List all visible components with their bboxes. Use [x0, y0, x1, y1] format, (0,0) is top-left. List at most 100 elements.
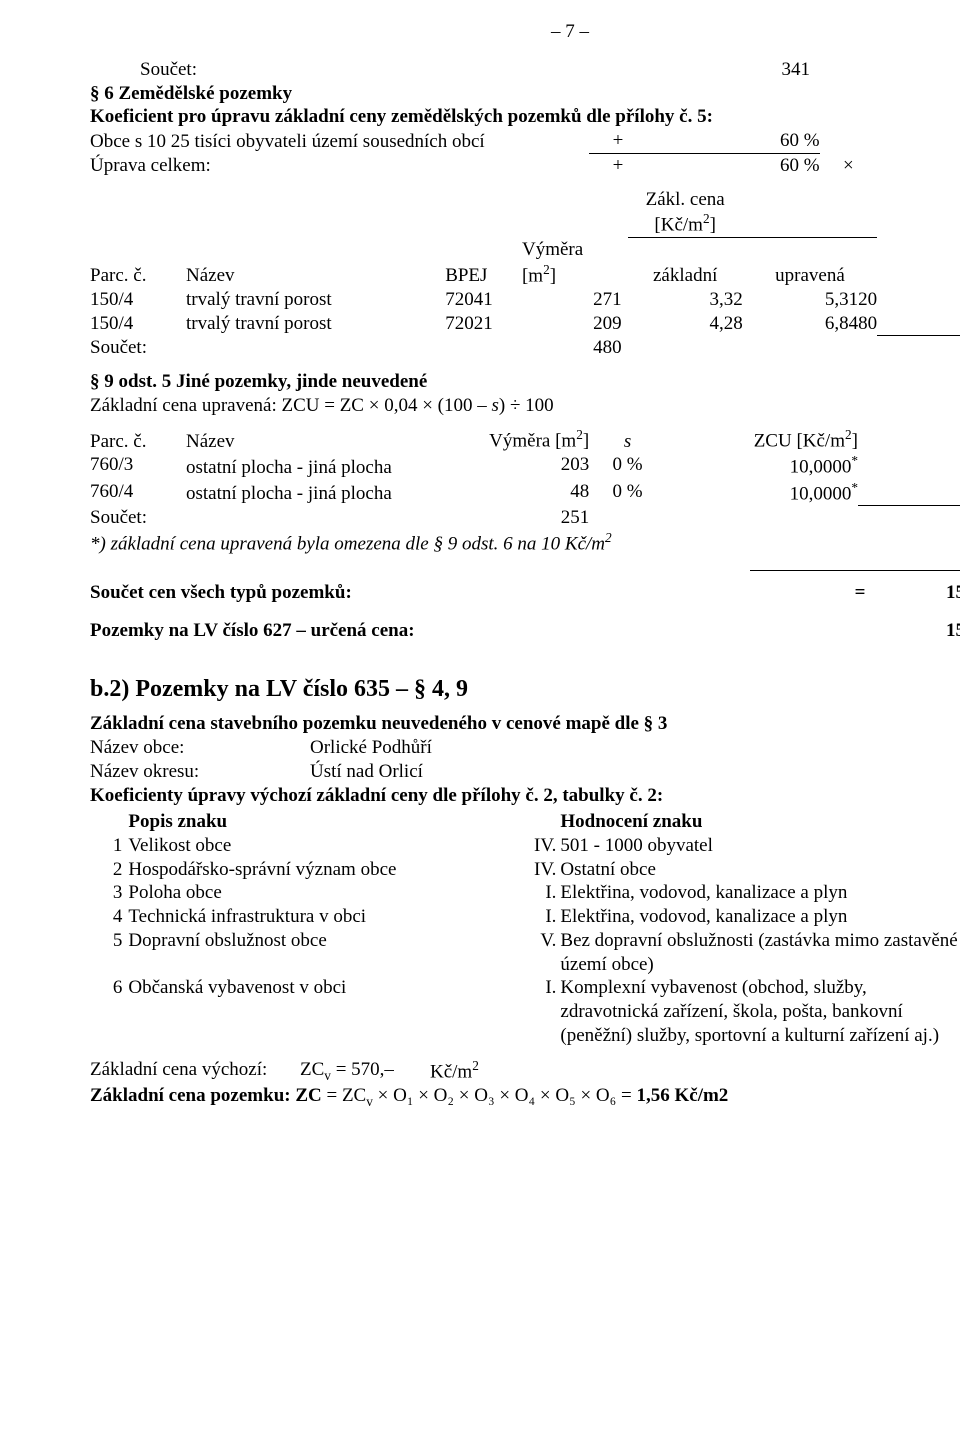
v: 10,0000: [790, 483, 852, 504]
hod: Ostatní obce: [560, 858, 960, 882]
h-vymera: Výměra [m2]: [522, 238, 628, 288]
eq: = ZC: [326, 1085, 366, 1106]
e: 2: [845, 427, 852, 442]
v1: 251: [436, 506, 590, 530]
zcu: 10,0000*: [666, 480, 858, 506]
h-cena: Cena [Kč]: [877, 238, 960, 288]
nazev: trvalý travní porost: [186, 311, 445, 335]
zakl: 3,32: [628, 288, 743, 312]
parc2-header: Parc. č. Název Výměra [m2] s ZCU [Kč/m2]…: [90, 427, 960, 453]
label: Úprava celkem:: [90, 153, 589, 177]
a: ZC: [300, 1059, 324, 1080]
t: ZCU [Kč/m: [754, 431, 845, 452]
h-zakl: základní: [628, 238, 743, 288]
table-row: 5 Dopravní obslužnost obce V. Bez doprav…: [90, 929, 960, 977]
hod: Elektřina, vodovod, kanalizace a plyn: [560, 905, 960, 929]
v1: 480: [522, 336, 628, 360]
zakl-header-row: Zákl. cena [Kč/m2]: [90, 188, 960, 238]
zcu: 10,0000*: [666, 453, 858, 479]
koef-row-1: Obce s 10 25 tisíci obyvateli území sous…: [90, 129, 960, 153]
nazev: trvalý travní porost: [186, 288, 445, 312]
table-row: 760/4 ostatní plocha - jiná plocha 48 0 …: [90, 480, 960, 506]
label: Základní cena pozemku: ZC: [90, 1085, 326, 1106]
u: Kč/m: [430, 1061, 472, 1082]
b2-subheading: Základní cena stavebního pozemku neuvede…: [90, 712, 960, 736]
table-row: 2 Hospodářsko-správní význam obce IV. Os…: [90, 858, 960, 882]
popis: Velikost obce: [128, 834, 512, 858]
formula: ZCv = 570,–: [300, 1058, 430, 1084]
v2: 2 510,–: [858, 506, 960, 530]
h-cena: Cena [Kč]: [858, 427, 960, 453]
h-vymera: Výměra [m2]: [436, 427, 590, 453]
n: 1: [90, 834, 128, 858]
h-nazev: Název: [186, 427, 436, 453]
sec2-heading: § 9 odst. 5 Jiné pozemky, jinde neuveden…: [90, 370, 960, 394]
h-parc: Parc. č.: [90, 238, 186, 288]
rest: × O₁ × O₂ × O₃ × O₄ × O₅ × O₆ =: [373, 1085, 637, 1106]
h-popis: Popis znaku: [128, 807, 512, 833]
cena: 480,–: [858, 480, 960, 506]
rn: I.: [512, 976, 560, 1047]
val: 1,56 Kč/m2: [636, 1085, 728, 1106]
val: Ústí nad Orlicí: [310, 760, 423, 784]
val: 60 %: [647, 153, 820, 177]
eq: =: [840, 581, 880, 605]
nazev: ostatní plocha - jiná plocha: [186, 453, 436, 479]
vym: 271: [522, 288, 628, 312]
label: Součet:: [90, 506, 186, 530]
sec2-formula: Základní cena upravená: ZCU = ZC × 0,04 …: [90, 394, 960, 418]
n: 3: [90, 881, 128, 905]
val2: 10 230,–: [810, 58, 960, 82]
h-nazev: Název: [186, 238, 445, 288]
c: ]: [583, 431, 589, 452]
c: ]: [710, 215, 716, 236]
cena: 1 439,55: [877, 288, 960, 312]
upr: 5,3120: [743, 288, 877, 312]
popis: Poloha obce: [128, 881, 512, 905]
bpej: 72041: [445, 288, 522, 312]
val: Orlické Podhůří: [310, 736, 432, 760]
parc: 150/4: [90, 311, 186, 335]
v: v: [366, 1094, 373, 1109]
popis: Hospodářsko-správní význam obce: [128, 858, 512, 882]
sec1-soucet-bottom: Součet: 480 2 870,78: [90, 336, 960, 360]
e: 2: [543, 262, 550, 277]
mul: ×: [820, 153, 878, 177]
c: ]: [852, 431, 858, 452]
page-number: – 7 –: [90, 20, 960, 44]
cena: 2 030,–: [858, 453, 960, 479]
label: Základní cena výchozí:: [90, 1058, 300, 1084]
parc: 760/3: [90, 453, 186, 479]
label: Součet cen všech typů pozemků:: [90, 581, 352, 605]
h-upr: upravená: [743, 238, 877, 288]
rn: IV.: [512, 858, 560, 882]
b: = 570,–: [331, 1059, 394, 1080]
e: 2: [605, 530, 612, 545]
sec1-koef-title: Koeficient pro úpravu základní ceny země…: [90, 105, 960, 129]
n: 6: [90, 976, 128, 1047]
unit: Kč/m2: [430, 1058, 479, 1084]
table-row: 150/4 trvalý travní porost 72021 209 4,2…: [90, 311, 960, 335]
label: Součet:: [140, 58, 197, 82]
total-lv627: Pozemky na LV číslo 627 – určená cena: 1…: [90, 619, 960, 643]
nazev: ostatní plocha - jiná plocha: [186, 480, 436, 506]
label: Pozemky na LV číslo 627 – určená cena:: [90, 619, 415, 643]
star: *: [851, 453, 858, 468]
h-hodn: Hodnocení znaku: [560, 807, 960, 833]
v2: 2 870,78: [877, 336, 960, 360]
sub: v: [324, 1067, 331, 1082]
label: Název obce:: [90, 736, 310, 760]
label: Obce s 10 25 tisíci obyvateli území sous…: [90, 129, 589, 153]
val: 60 %: [647, 129, 820, 153]
table-row: 1 Velikost obce IV. 501 - 1000 obyvatel …: [90, 834, 960, 858]
table-row: 4 Technická infrastruktura v obci I. Ele…: [90, 905, 960, 929]
vym: 203: [436, 453, 590, 479]
val2: 1,600: [877, 153, 960, 177]
znak-header: Popis znaku Hodnocení znaku Oi: [90, 807, 960, 833]
zcp-row: Základní cena pozemku: ZC = ZCv × O₁ × O…: [90, 1084, 960, 1110]
zakl: 4,28: [628, 311, 743, 335]
a: Základní cena upravená: ZCU = ZC × 0,04 …: [90, 395, 492, 416]
val: 15 610,78 Kč: [880, 619, 960, 643]
sign: +: [589, 129, 647, 153]
h-parc: Parc. č.: [90, 427, 186, 453]
